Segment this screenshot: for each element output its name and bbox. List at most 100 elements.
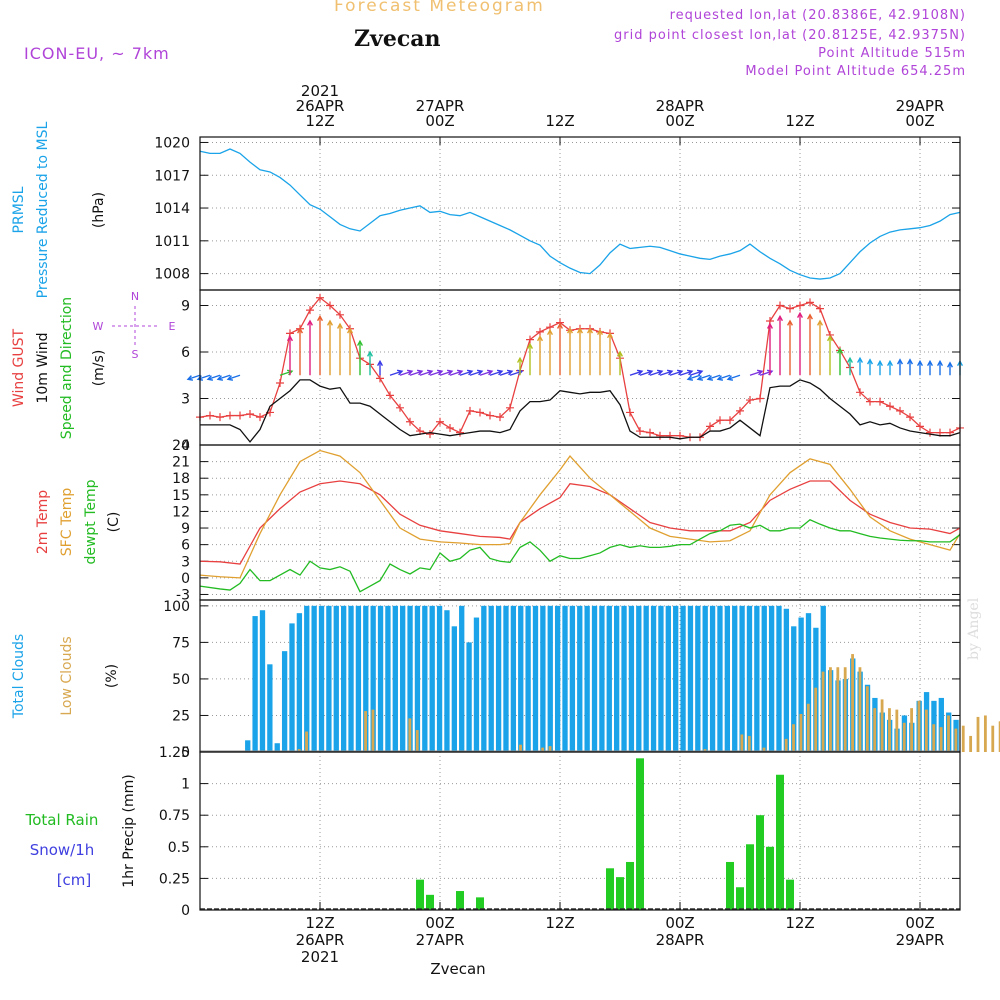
time-tick-label-bottom: 26APR — [296, 931, 345, 949]
pressure-axis-label: (hPa) — [91, 192, 107, 228]
wind-arrow-head — [486, 369, 494, 376]
gust-marker — [666, 431, 674, 440]
precip-bar — [476, 897, 484, 910]
wind-arrow — [707, 374, 721, 380]
total-cloud-bar — [643, 605, 649, 752]
wind-arrow-head — [876, 359, 884, 367]
low-cloud-bar — [851, 654, 854, 752]
y-tick-label: 100 — [163, 599, 190, 615]
wind-arrow-head — [886, 359, 894, 367]
requested-coords: requested lon,lat (20.8386E, 42.9108N) — [669, 8, 966, 23]
gust-marker — [306, 306, 314, 315]
low-cloud-bar — [814, 687, 818, 752]
wind-arrow-head — [316, 314, 324, 322]
wind-arrow-head — [476, 369, 484, 376]
time-tick-label-bottom: 00Z — [665, 914, 694, 932]
wind-arrow — [669, 370, 683, 376]
wind-arrow-head — [326, 319, 334, 326]
wind-arrow-head — [286, 335, 294, 342]
cloud-axis-label: Low Clouds — [59, 636, 75, 715]
total-cloud-bar — [805, 613, 812, 752]
total-cloud-bar — [628, 605, 635, 752]
time-tick-label-bottom: 00Z — [425, 914, 454, 932]
gust-marker — [886, 402, 894, 411]
total-cloud-bar — [392, 605, 398, 752]
gust-marker — [426, 430, 434, 439]
low-cloud-bar — [408, 718, 412, 752]
time-tick-label-top: 29APR — [896, 97, 945, 115]
precip-bar — [606, 868, 614, 910]
low-cloud-bar — [947, 715, 950, 752]
series-line — [199, 480, 961, 565]
total-cloud-bar — [326, 605, 332, 752]
wind-arrow-head — [676, 369, 684, 376]
panel-clouds: 0 25 50 75 100 — [163, 599, 1000, 761]
series-line — [200, 379, 961, 443]
gust-marker — [436, 417, 444, 426]
compass-south: S — [132, 348, 139, 361]
wind-arrow-head — [596, 328, 604, 336]
total-cloud-bar — [333, 605, 339, 752]
total-cloud-bar — [636, 605, 642, 752]
gust-marker — [716, 416, 724, 425]
wind-axis-label: 10m Wind — [35, 332, 51, 403]
total-cloud-bar — [695, 605, 701, 752]
low-cloud-bar — [991, 725, 995, 752]
temperature-axis-label: 2m Temp — [35, 490, 51, 554]
location-title: Zvecan — [354, 26, 441, 52]
total-cloud-bar — [614, 605, 620, 752]
total-cloud-bar — [267, 664, 273, 752]
gust-marker — [466, 406, 474, 415]
wind-arrow-head — [696, 369, 704, 376]
total-cloud-bar — [459, 605, 465, 752]
total-cloud-bar — [281, 651, 288, 752]
panel-wind: 0 3 6 9 — [181, 289, 964, 454]
wind-arrow-head — [896, 358, 904, 365]
series-line — [199, 518, 961, 593]
total-cloud-bar — [466, 642, 472, 752]
total-cloud-bar — [274, 743, 280, 752]
total-cloud-bar — [414, 605, 421, 752]
y-tick-label: 75 — [172, 635, 190, 651]
wind-arrow — [409, 370, 423, 376]
wind-arrow — [639, 370, 653, 376]
wind-arrow — [439, 370, 453, 376]
wind-arrow-head — [776, 314, 784, 322]
time-tick-label-bottom: 12Z — [545, 914, 574, 932]
wind-arrow-head — [456, 369, 464, 376]
gust-marker — [806, 298, 814, 307]
wind-arrow-head — [636, 369, 644, 376]
wind-arrow — [399, 370, 413, 376]
total-cloud-bar — [724, 605, 730, 752]
gust-marker — [326, 301, 334, 310]
wind-arrow-head — [616, 350, 624, 357]
gust-marker — [506, 403, 514, 412]
total-cloud-bar — [680, 605, 686, 752]
low-cloud-bar — [829, 667, 832, 752]
wind-arrow-head — [826, 335, 834, 342]
wind-arrow-head — [726, 375, 734, 381]
total-cloud-bar — [621, 605, 627, 752]
gust-marker — [856, 388, 864, 397]
total-cloud-bar — [296, 613, 303, 752]
time-tick-label-top: 00Z — [905, 112, 934, 130]
total-cloud-bar — [687, 605, 694, 752]
total-cloud-bar — [318, 605, 325, 752]
wind-arrow-head — [406, 369, 414, 376]
wind-arrow-head — [816, 319, 824, 326]
wind-arrow — [717, 374, 731, 380]
wind-arrow-head — [686, 375, 694, 381]
wind-arrow — [687, 374, 701, 380]
total-cloud-bar — [400, 605, 406, 752]
wind-arrow-head — [536, 335, 544, 342]
low-cloud-bar — [541, 747, 545, 752]
wind-arrow — [659, 370, 673, 376]
total-cloud-bar — [739, 605, 745, 752]
y-tick-label: 1 — [181, 777, 190, 793]
total-cloud-bar — [385, 605, 391, 752]
wind-arrow-head — [786, 319, 794, 326]
low-cloud-bar — [961, 725, 965, 752]
wind-arrow-head — [906, 358, 914, 365]
